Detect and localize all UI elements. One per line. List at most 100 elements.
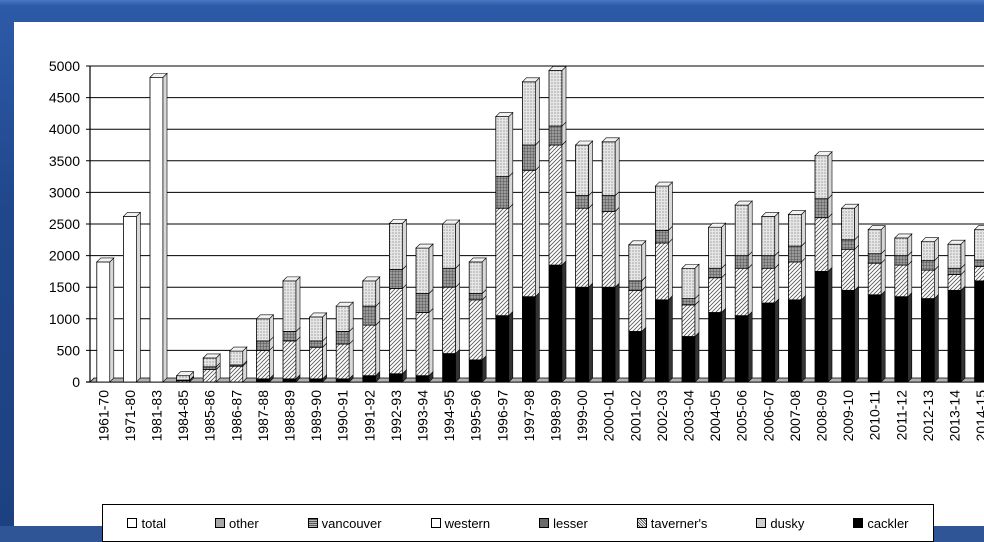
bar-side bbox=[880, 224, 886, 255]
bar-segment-taverners bbox=[548, 140, 567, 266]
bar-segment-taverners bbox=[947, 269, 966, 292]
bar-side bbox=[694, 300, 700, 338]
bar-segment-cackler bbox=[495, 310, 514, 383]
legend-swatch bbox=[430, 518, 441, 528]
bar-segment-cackler bbox=[761, 298, 780, 383]
bar-segment-cackler bbox=[601, 282, 620, 383]
bar-front bbox=[734, 267, 749, 317]
bar-side bbox=[109, 257, 115, 383]
bar-top bbox=[335, 301, 354, 307]
bar-segment-cackler bbox=[362, 370, 381, 383]
bar-side bbox=[269, 345, 274, 380]
bar-front bbox=[202, 368, 217, 383]
bar-front bbox=[761, 216, 776, 256]
bar-side bbox=[801, 257, 806, 301]
bar-segment-taverners bbox=[734, 263, 753, 317]
legend-item: other bbox=[215, 516, 259, 531]
bar-front bbox=[628, 280, 643, 291]
bar-front bbox=[442, 286, 457, 354]
legend-swatch bbox=[853, 518, 864, 528]
bar-side bbox=[428, 307, 434, 377]
y-tick-label: 3000 bbox=[49, 184, 80, 200]
bar-front bbox=[335, 305, 350, 332]
bar-side bbox=[588, 140, 593, 197]
legend-item: taverner's bbox=[636, 515, 708, 531]
bar-front bbox=[495, 116, 510, 177]
bar-side bbox=[641, 285, 647, 333]
bar-front bbox=[894, 264, 909, 298]
bar-front bbox=[468, 293, 483, 301]
y-tick-label: 500 bbox=[57, 342, 81, 358]
bar-front bbox=[309, 316, 324, 342]
bar-top bbox=[362, 276, 381, 282]
bar-front bbox=[415, 247, 430, 294]
bar-side bbox=[907, 291, 913, 383]
bar-front bbox=[521, 296, 536, 383]
bar-front bbox=[335, 378, 350, 383]
bar-side bbox=[295, 276, 301, 333]
legend-swatch bbox=[636, 518, 647, 528]
bar-top bbox=[761, 212, 780, 217]
bar-front bbox=[761, 302, 776, 383]
bar-front bbox=[734, 255, 749, 269]
legend-swatch bbox=[215, 518, 226, 528]
bar-segment-taverners bbox=[388, 283, 407, 375]
y-tick-label: 2000 bbox=[49, 248, 80, 264]
bar-front bbox=[628, 289, 643, 332]
bar-segment-lesser bbox=[761, 250, 780, 269]
bar-front bbox=[255, 378, 270, 383]
bar-front bbox=[229, 365, 244, 383]
x-tick-label: 2006-07 bbox=[760, 390, 776, 442]
bar-top bbox=[548, 66, 567, 71]
legend-label: western bbox=[444, 515, 491, 531]
bar-front bbox=[867, 229, 882, 255]
bar-segment-cackler bbox=[468, 355, 487, 383]
bar-front bbox=[521, 144, 536, 171]
bar-front bbox=[415, 375, 430, 383]
y-tick-label: 4500 bbox=[49, 90, 80, 106]
chart-legend: total other vancouver western lesser taverner… bbox=[102, 504, 934, 542]
bar-segment-cackler bbox=[974, 280, 984, 383]
bar-top bbox=[202, 353, 221, 359]
bar-side bbox=[668, 295, 673, 383]
bar-top bbox=[388, 219, 408, 224]
legend-item: total bbox=[127, 516, 166, 531]
legend-label: taverner's bbox=[650, 515, 708, 531]
bar-top bbox=[468, 257, 487, 263]
x-tick-label: 2003-04 bbox=[681, 390, 697, 442]
bar-side bbox=[694, 263, 700, 300]
bar-front bbox=[415, 293, 430, 313]
bar-segment-cackler bbox=[708, 307, 726, 383]
bar-front bbox=[814, 198, 829, 219]
bar-front bbox=[495, 207, 510, 317]
bar-top bbox=[681, 263, 700, 269]
bar-side bbox=[588, 203, 593, 288]
bar-segment-other bbox=[814, 151, 833, 200]
bar-side bbox=[668, 238, 673, 301]
bar-front bbox=[708, 277, 722, 313]
bar-side bbox=[402, 283, 407, 375]
bar-segment-other bbox=[947, 239, 966, 269]
bar-segment-total bbox=[96, 257, 115, 383]
bar-side bbox=[269, 314, 274, 342]
bar-segment-cackler bbox=[947, 285, 966, 383]
bar-front bbox=[601, 195, 616, 212]
bar-side bbox=[960, 285, 966, 383]
y-tick-label: 4000 bbox=[49, 121, 80, 137]
chart-panel: 0 500 1000 1500 2000 2500 3000 3500 4000 4500 5000… bbox=[14, 22, 984, 542]
bar-front bbox=[708, 312, 722, 383]
bar-side bbox=[508, 310, 514, 383]
bar-segment-lesser bbox=[442, 263, 460, 288]
bar-segment-taverners bbox=[495, 203, 514, 317]
bar-side bbox=[535, 77, 540, 146]
bar-segment-other bbox=[841, 203, 859, 241]
legend-swatch bbox=[539, 518, 550, 528]
bar-segment-cackler bbox=[548, 260, 567, 383]
bar-segment-taverners bbox=[309, 342, 327, 380]
bar-front bbox=[867, 262, 882, 296]
bar-top bbox=[255, 314, 275, 320]
bar-front bbox=[947, 243, 962, 269]
bar-segment-cackler bbox=[867, 290, 886, 383]
bar-front bbox=[681, 298, 696, 306]
